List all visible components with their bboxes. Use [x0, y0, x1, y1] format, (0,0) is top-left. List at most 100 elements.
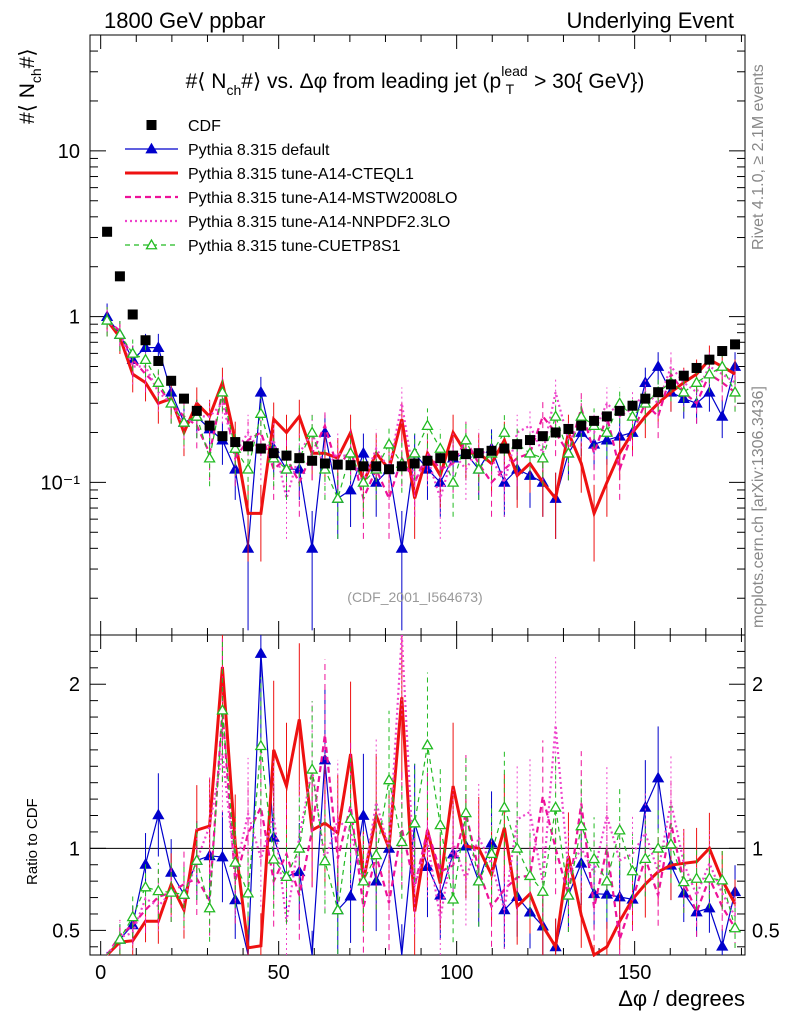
- cdf-point: [473, 448, 484, 459]
- series-5-point: [459, 433, 473, 445]
- header-right: Underlying Event: [566, 8, 734, 33]
- series-5-ratio-point: [523, 869, 537, 881]
- series-1-ratio-point: [357, 809, 370, 820]
- cdf-point: [435, 453, 446, 464]
- y-tick-label-ratio-right: 1: [752, 838, 763, 860]
- legend-1-marker: [145, 142, 158, 154]
- cdf-point: [332, 459, 343, 470]
- title-sub: ch: [226, 82, 241, 98]
- series-5-point: [113, 328, 127, 339]
- series-1-ratio-point: [639, 800, 652, 812]
- cdf-point: [178, 393, 189, 404]
- cdf-point: [409, 458, 420, 469]
- cdf-point: [640, 393, 651, 404]
- series-5-ratio-point: [331, 903, 344, 915]
- legend-3-label: Pythia 8.315 tune-A14-MSTW2008LO: [188, 190, 457, 207]
- series-5-ratio-point: [498, 800, 511, 812]
- series-1-point: [357, 446, 370, 458]
- cdf-point: [230, 437, 241, 448]
- cdf-point: [499, 443, 510, 454]
- series-5-ratio-point: [395, 835, 408, 847]
- series-5-point: [382, 437, 396, 449]
- series-5-ratio-point: [203, 901, 216, 913]
- series-5-ratio-point: [165, 886, 178, 897]
- series-5-ratio-point: [485, 847, 498, 859]
- header-left: 1800 GeV ppbar: [104, 8, 266, 33]
- cdf-point: [704, 354, 715, 365]
- series-5-ratio-point: [126, 910, 139, 922]
- series-5-point: [165, 396, 178, 408]
- series-1-ratio-point: [152, 808, 165, 820]
- series-5-ratio-point: [511, 842, 524, 853]
- cdf-point: [730, 339, 741, 350]
- series-5-ratio-point: [536, 885, 549, 896]
- series-5-ratio-point: [382, 773, 396, 785]
- series-5-ratio-point: [690, 872, 703, 883]
- series-5-point: [446, 476, 460, 487]
- series-5-ratio-point: [344, 812, 357, 824]
- series-5-ratio-line: [106, 710, 736, 956]
- cdf-point: [153, 355, 164, 366]
- legend-4-label: Pythia 8.315 tune-A14-NNPDF2.3LO: [188, 214, 450, 231]
- series-5-ratio-point: [357, 874, 370, 886]
- series-5-ratio-point: [728, 921, 742, 933]
- series-5-point: [152, 376, 165, 387]
- series-5-point: [600, 426, 614, 437]
- series-5-ratio-point: [575, 819, 588, 831]
- series-1-point: [652, 360, 665, 371]
- cdf-point: [512, 439, 523, 450]
- main-panel-frame: [89, 34, 746, 636]
- series-5-point: [549, 410, 562, 421]
- series-5-ratio-point: [472, 874, 485, 886]
- series-5-ratio-point: [421, 738, 434, 750]
- title-prefix: #⟨ N: [186, 70, 227, 93]
- series-5-ratio-point: [370, 848, 383, 860]
- cdf-point: [448, 450, 459, 461]
- cdf-point: [422, 455, 433, 466]
- series-5-ratio-point: [587, 852, 601, 864]
- title-suffix: > 30{ GeV}): [528, 70, 644, 93]
- cdf-point: [191, 405, 202, 416]
- series-5-point: [472, 462, 485, 474]
- series-5-point: [331, 492, 344, 503]
- series-5-point: [306, 426, 319, 437]
- series-5-point: [677, 385, 690, 397]
- cdf-point: [396, 461, 407, 472]
- ratio-panel-frame: [89, 634, 746, 956]
- ylabel-prefix: #⟨ N: [16, 83, 39, 124]
- x-tick-label: 100: [440, 962, 473, 984]
- legend-2-label: Pythia 8.315 tune-A14-CTEQL1: [188, 166, 414, 183]
- ylabel-sub: ch: [28, 68, 44, 83]
- cdf-point: [589, 415, 600, 426]
- cdf-point: [268, 448, 279, 459]
- series-4-ratio-line: [106, 634, 736, 956]
- cdf-point: [358, 461, 369, 472]
- cdf-point: [281, 450, 292, 461]
- cdf-point: [140, 335, 151, 346]
- legend-5-marker: [145, 238, 158, 250]
- y-axis-label-main: #⟨ Nch#⟩: [16, 48, 44, 124]
- legend-0-label: CDF: [188, 118, 221, 135]
- series-1-point: [306, 542, 319, 553]
- series-5-ratio-point: [293, 842, 306, 853]
- series-5-point: [177, 416, 191, 427]
- x-tick-label: 0: [95, 962, 106, 984]
- series-5-ratio-point: [562, 888, 575, 900]
- series-5-ratio-point: [549, 800, 562, 812]
- chart-title: #⟨ Nch#⟩ vs. Δφ from leading jet (plead T…: [186, 63, 645, 98]
- cdf-point: [524, 435, 535, 446]
- series-5-ratio-point: [254, 739, 267, 751]
- series-3-line: [106, 319, 736, 502]
- series-3-ratio-line: [106, 710, 736, 956]
- chart-marks: 0 50 100 150 10 1 10⁻¹ 2 2 1 1 0.5 0.5 CDF Pythia 8.31…: [41, 34, 780, 984]
- series-5-point: [318, 462, 332, 474]
- x-axis-label: Δφ / degrees: [618, 986, 745, 1011]
- series-5-ratio-point: [216, 703, 229, 715]
- series-5-point: [254, 407, 267, 418]
- cdf-point: [601, 411, 612, 422]
- series-5-point: [434, 442, 447, 453]
- series-5-ratio-point: [306, 763, 319, 774]
- series-5-point: [575, 410, 588, 421]
- series-5-ratio-point: [600, 874, 614, 886]
